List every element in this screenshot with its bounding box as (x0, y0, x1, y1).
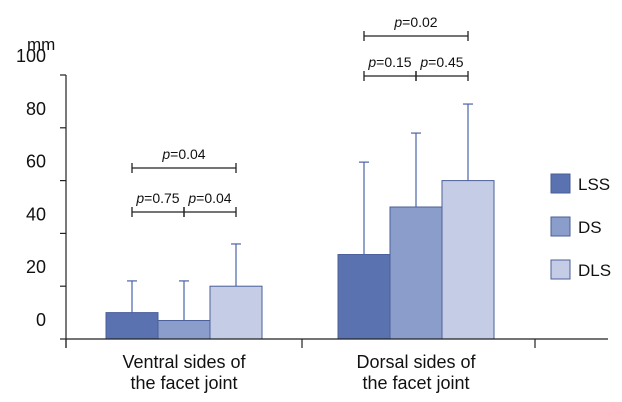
bar-dls (441, 180, 495, 340)
y-tick-label: 80 (26, 99, 46, 119)
p-value-label: p=0.45 (419, 54, 463, 70)
y-tick-label: 100 (16, 46, 46, 66)
y-tick-label: 20 (26, 257, 46, 277)
p-value-label: p=0.04 (161, 146, 205, 162)
y-tick-label: 40 (26, 204, 46, 224)
y-axis-unit-label: mm (27, 35, 55, 54)
legend: LSS DS DLS (550, 173, 611, 280)
x-category-label: Dorsal sides of (356, 352, 476, 372)
legend-label-lss: LSS (578, 175, 610, 194)
bar-ds (389, 206, 443, 340)
p-value-label: p=0.75 (135, 190, 179, 206)
y-axis: 0 20 40 60 80 100 (16, 46, 67, 348)
x-category-label: Ventral sides of (122, 352, 246, 372)
error-bars (127, 103, 473, 321)
y-tick-label: 60 (26, 152, 46, 172)
x-category-label: the facet joint (130, 373, 237, 393)
legend-label-dls: DLS (578, 261, 611, 280)
bar-lss (337, 254, 391, 340)
p-value-label: p=0.15 (367, 54, 411, 70)
bar-ds (157, 320, 211, 340)
p-value-label: p=0.02 (393, 14, 437, 30)
significance-brackets: p=0.75 p=0.04 p=0.04 p=0.15 p=0.45 p=0.02 (131, 14, 469, 217)
legend-swatch-dls (550, 259, 571, 280)
y-tick-label: 0 (36, 310, 46, 330)
bar-lss (105, 312, 159, 340)
bars (105, 180, 495, 340)
legend-swatch-lss (550, 173, 571, 194)
legend-swatch-ds (550, 216, 571, 237)
x-category-label: the facet joint (362, 373, 469, 393)
p-value-label: p=0.04 (187, 190, 231, 206)
bar-dls (209, 285, 263, 340)
legend-label-ds: DS (578, 218, 602, 237)
